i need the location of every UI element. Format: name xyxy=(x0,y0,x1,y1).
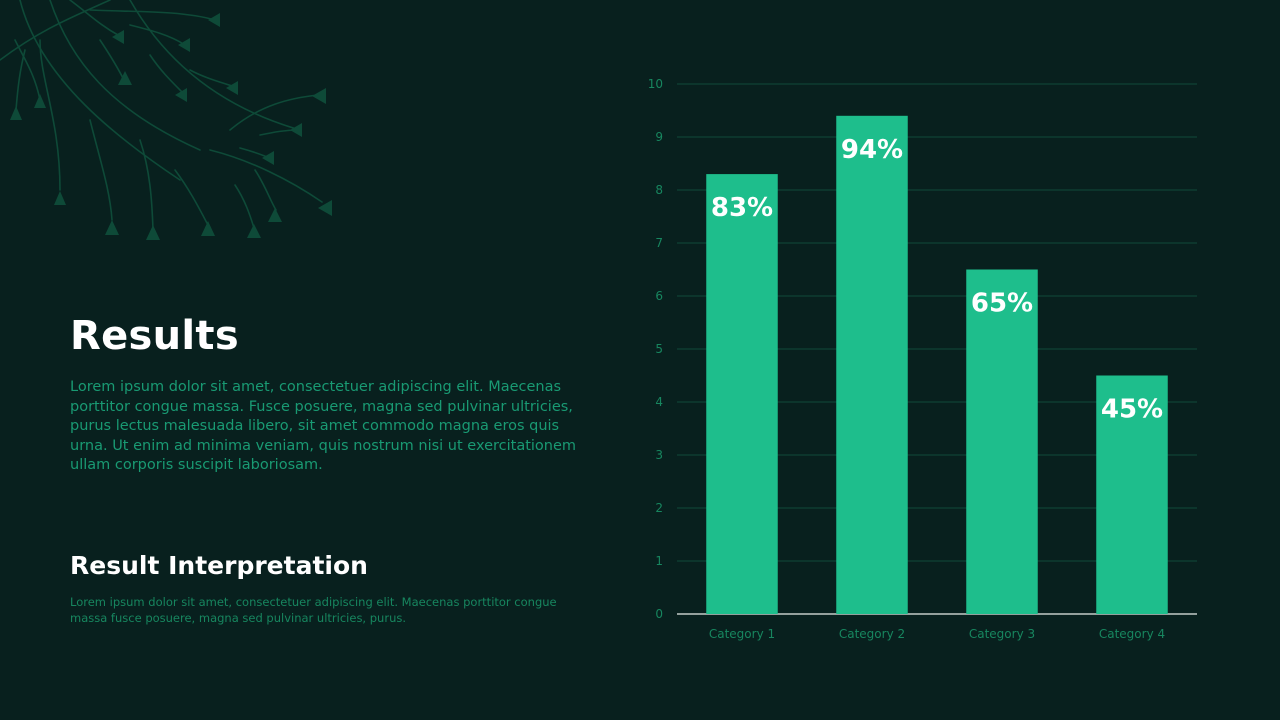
y-tick-label: 5 xyxy=(655,342,663,356)
x-tick-label: Category 4 xyxy=(1099,627,1165,641)
interpretation-paragraph: Lorem ipsum dolor sit amet, consectetuer… xyxy=(70,595,557,625)
y-tick-label: 2 xyxy=(655,501,663,515)
x-tick-label: Category 2 xyxy=(839,627,905,641)
y-tick-label: 8 xyxy=(655,183,663,197)
data-label: 65% xyxy=(971,289,1033,319)
bar-chart: 0 1 2 3 4 5 6 7 8 9 10 83% Category 1 94% Category 2 65… xyxy=(648,77,1197,641)
data-label: 94% xyxy=(841,135,903,165)
bar xyxy=(1096,375,1168,614)
y-tick-label: 4 xyxy=(655,395,663,409)
data-label: 83% xyxy=(711,193,773,223)
bar xyxy=(966,269,1038,614)
bar xyxy=(706,174,778,614)
y-tick-label: 3 xyxy=(655,448,663,462)
x-tick-label: Category 1 xyxy=(709,627,775,641)
y-tick-label: 10 xyxy=(648,77,663,91)
y-tick-label: 7 xyxy=(655,236,663,250)
y-tick-label: 1 xyxy=(655,554,663,568)
section-subtitle: Result Interpretation xyxy=(70,551,368,580)
y-tick-label: 6 xyxy=(655,289,663,303)
x-tick-label: Category 3 xyxy=(969,627,1035,641)
data-label: 45% xyxy=(1101,395,1163,425)
y-tick-label: 0 xyxy=(655,607,663,621)
body-paragraph: Lorem ipsum dolor sit amet, consectetuer… xyxy=(70,379,577,473)
bar xyxy=(836,115,908,615)
page-title: Results xyxy=(70,313,239,359)
y-tick-label: 9 xyxy=(655,130,663,144)
plant-branch-icon xyxy=(0,0,332,240)
